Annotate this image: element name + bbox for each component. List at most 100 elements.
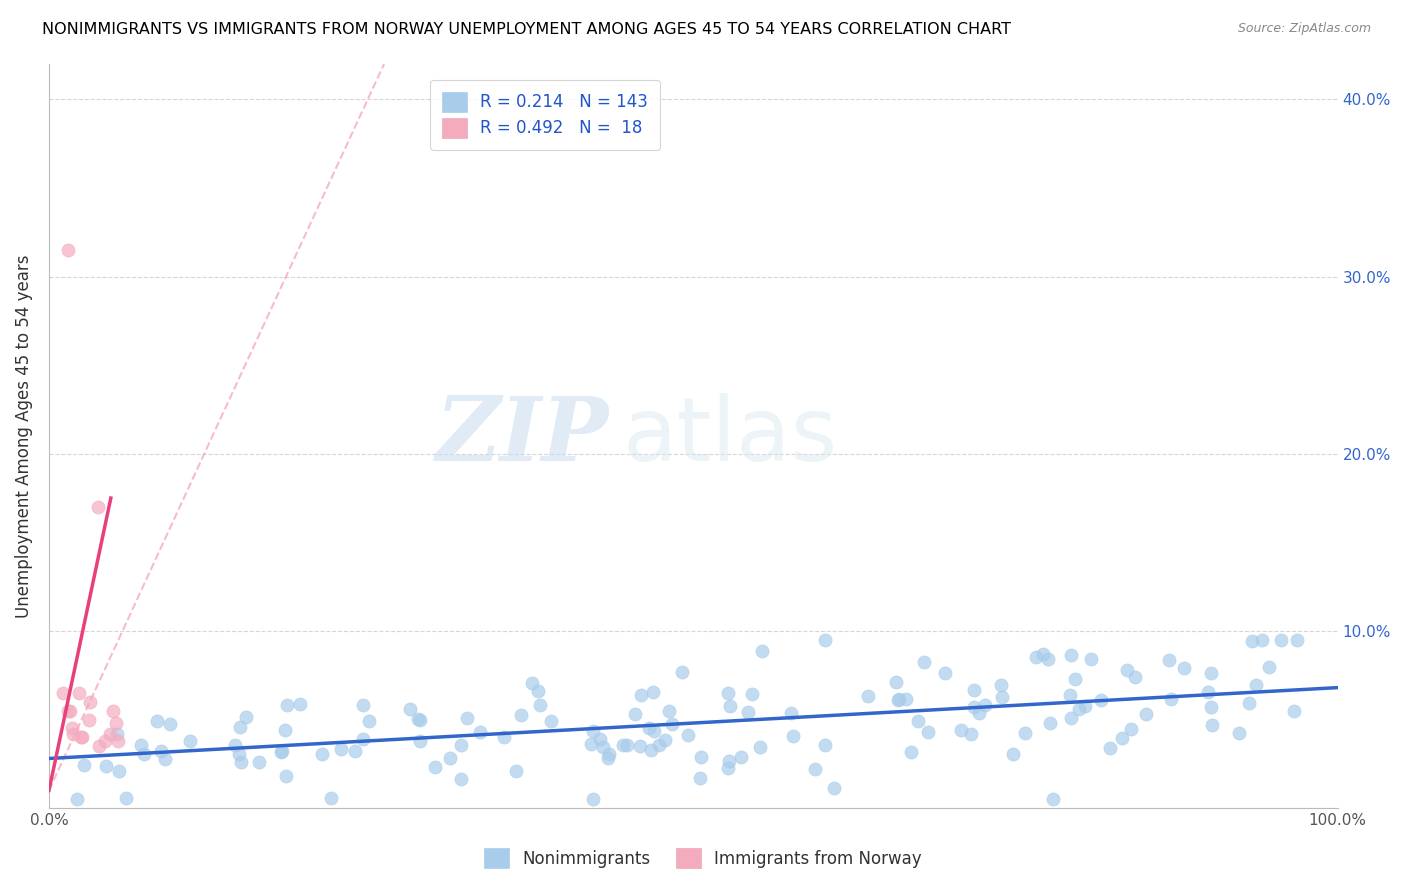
Point	[72, 730, 94, 744]
Point	[159, 717, 181, 731]
Point	[1099, 740, 1122, 755]
Point	[450, 772, 472, 787]
Point	[406, 712, 429, 726]
Point	[1160, 691, 1182, 706]
Point	[60, 722, 83, 736]
Point	[134, 747, 156, 761]
Point	[963, 682, 986, 697]
Point	[274, 723, 297, 737]
Point	[1115, 663, 1137, 677]
Point	[343, 744, 366, 758]
Point	[52, 686, 75, 700]
Point	[247, 755, 270, 769]
Point	[592, 739, 614, 754]
Point	[1135, 707, 1157, 722]
Text: atlas: atlas	[623, 392, 838, 480]
Point	[967, 706, 990, 720]
Point	[1199, 665, 1222, 680]
Point	[824, 780, 846, 795]
Point	[887, 692, 910, 706]
Point	[950, 723, 973, 737]
Point	[409, 713, 432, 727]
Legend: Nonimmigrants, Immigrants from Norway: Nonimmigrants, Immigrants from Norway	[477, 839, 929, 877]
Point	[1080, 651, 1102, 665]
Point	[1123, 670, 1146, 684]
Point	[1090, 693, 1112, 707]
Point	[886, 674, 908, 689]
Point	[661, 717, 683, 731]
Text: ZIP: ZIP	[436, 392, 610, 479]
Point	[1197, 684, 1219, 698]
Point	[311, 747, 333, 761]
Point	[494, 730, 516, 744]
Point	[990, 678, 1012, 692]
Legend: R = 0.214   N = 143, R = 0.492   N =  18: R = 0.214 N = 143, R = 0.492 N = 18	[430, 79, 659, 150]
Point	[804, 763, 827, 777]
Point	[974, 698, 997, 713]
Point	[856, 689, 879, 703]
Point	[1060, 711, 1083, 725]
Point	[1069, 702, 1091, 716]
Point	[290, 697, 312, 711]
Point	[1014, 726, 1036, 740]
Point	[963, 699, 986, 714]
Point	[654, 732, 676, 747]
Point	[270, 744, 292, 758]
Point	[648, 738, 671, 752]
Point	[357, 714, 380, 728]
Point	[598, 747, 620, 761]
Point	[1237, 696, 1260, 710]
Point	[108, 764, 131, 778]
Text: Source: ZipAtlas.com: Source: ZipAtlas.com	[1237, 22, 1371, 36]
Point	[79, 695, 101, 709]
Point	[179, 733, 201, 747]
Point	[741, 687, 763, 701]
Point	[526, 683, 548, 698]
Point	[900, 745, 922, 759]
Point	[718, 699, 741, 714]
Point	[1059, 688, 1081, 702]
Point	[107, 733, 129, 747]
Point	[1258, 660, 1281, 674]
Point	[270, 745, 292, 759]
Point	[276, 769, 298, 783]
Point	[228, 747, 250, 761]
Point	[717, 761, 740, 775]
Y-axis label: Unemployment Among Ages 45 to 54 years: Unemployment Among Ages 45 to 54 years	[15, 254, 32, 618]
Point	[718, 755, 741, 769]
Point	[630, 688, 652, 702]
Point	[671, 665, 693, 680]
Point	[56, 704, 79, 718]
Point	[960, 727, 983, 741]
Point	[69, 730, 91, 744]
Point	[643, 685, 665, 699]
Point	[1064, 672, 1087, 686]
Point	[352, 731, 374, 746]
Point	[67, 686, 90, 700]
Point	[637, 722, 659, 736]
Point	[423, 760, 446, 774]
Point	[612, 738, 634, 752]
Point	[114, 791, 136, 805]
Point	[1173, 661, 1195, 675]
Point	[65, 792, 87, 806]
Point	[73, 758, 96, 772]
Point	[540, 714, 562, 729]
Point	[150, 744, 173, 758]
Point	[529, 698, 551, 713]
Point	[59, 704, 82, 718]
Point	[153, 752, 176, 766]
Point	[103, 704, 125, 718]
Point	[628, 739, 651, 753]
Point	[1270, 632, 1292, 647]
Point	[887, 693, 910, 707]
Point	[690, 749, 713, 764]
Point	[330, 741, 353, 756]
Point	[814, 632, 837, 647]
Point	[399, 702, 422, 716]
Point	[1244, 677, 1267, 691]
Point	[624, 707, 647, 722]
Point	[470, 725, 492, 739]
Point	[98, 727, 121, 741]
Point	[717, 686, 740, 700]
